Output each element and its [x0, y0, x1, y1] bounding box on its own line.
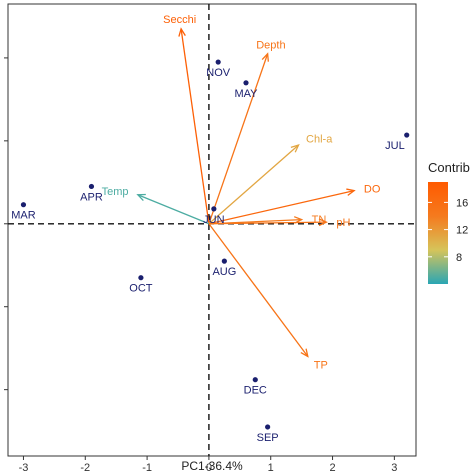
x-tick-label: 3 [391, 462, 397, 474]
sample-point-jul: JUL [385, 132, 410, 152]
plot-panel [7, 3, 417, 457]
loading-arrow-depth: Depth [208, 39, 286, 224]
sample-point-nov: NOV [206, 59, 231, 79]
legend-ticks: 8 12 16 [428, 197, 468, 264]
sample-label: MAR [11, 210, 36, 222]
x-axis-ticks: -3 -2 -1 0 1 2 3 [19, 456, 397, 474]
legend-colorbar [428, 182, 448, 284]
sample-point-dec: DEC [244, 377, 267, 397]
loading-label: TP [314, 359, 328, 371]
sample-point-apr: APR [80, 183, 103, 203]
x-tick-label: 0 [206, 462, 212, 474]
loading-arrow-tp: TP [208, 223, 328, 371]
legend-tick-label: 12 [456, 225, 468, 237]
sample-label: OCT [129, 283, 153, 295]
x-axis-title: PC1-36.4% [181, 459, 243, 473]
sample-label: SEP [257, 432, 279, 444]
sample-label: DEC [244, 385, 267, 397]
x-tick-label: 2 [329, 462, 335, 474]
loading-label: DO [364, 183, 381, 195]
loading-label: TN [312, 214, 327, 226]
sample-point-mar: MAR [11, 202, 36, 222]
legend-tick-label: 8 [456, 252, 462, 264]
x-tick-label: -2 [80, 462, 90, 474]
sample-point-oct: OCT [129, 275, 153, 295]
sample-label: APR [80, 191, 103, 203]
legend-tick-label: 16 [456, 197, 468, 209]
loading-arrow-ph: pH [208, 217, 350, 229]
loading-arrow-do: DO [208, 183, 381, 225]
sample-label: JUN [203, 214, 224, 226]
sample-label: MAY [234, 88, 258, 100]
sample-label: AUG [212, 266, 236, 278]
loading-arrows: Secchi Depth Chl-a DO TN pH Temp TP [102, 14, 381, 372]
contrib-legend: Contrib 8 12 16 [428, 160, 470, 284]
sample-point-jun: JUN [203, 206, 225, 226]
sample-point-aug: AUG [212, 258, 236, 278]
loading-arrow-temp: Temp [102, 186, 210, 225]
loading-label: Depth [256, 39, 285, 51]
x-tick-label: -3 [19, 462, 29, 474]
loading-label: pH [336, 217, 350, 229]
loading-arrow-secchi: Secchi [163, 14, 210, 224]
x-tick-label: -1 [142, 462, 152, 474]
y-axis-ticks [4, 57, 8, 391]
x-tick-label: 1 [268, 462, 274, 474]
sample-label: JUL [385, 140, 405, 152]
sample-label: NOV [206, 67, 231, 79]
loading-label: Secchi [163, 14, 196, 26]
legend-title: Contrib [428, 160, 470, 175]
loading-arrow-chl-a: Chl-a [208, 133, 333, 225]
loading-label: Temp [102, 186, 129, 198]
sample-point-may: MAY [234, 80, 258, 100]
sample-point-sep: SEP [257, 424, 279, 444]
loading-label: Chl-a [306, 133, 333, 145]
